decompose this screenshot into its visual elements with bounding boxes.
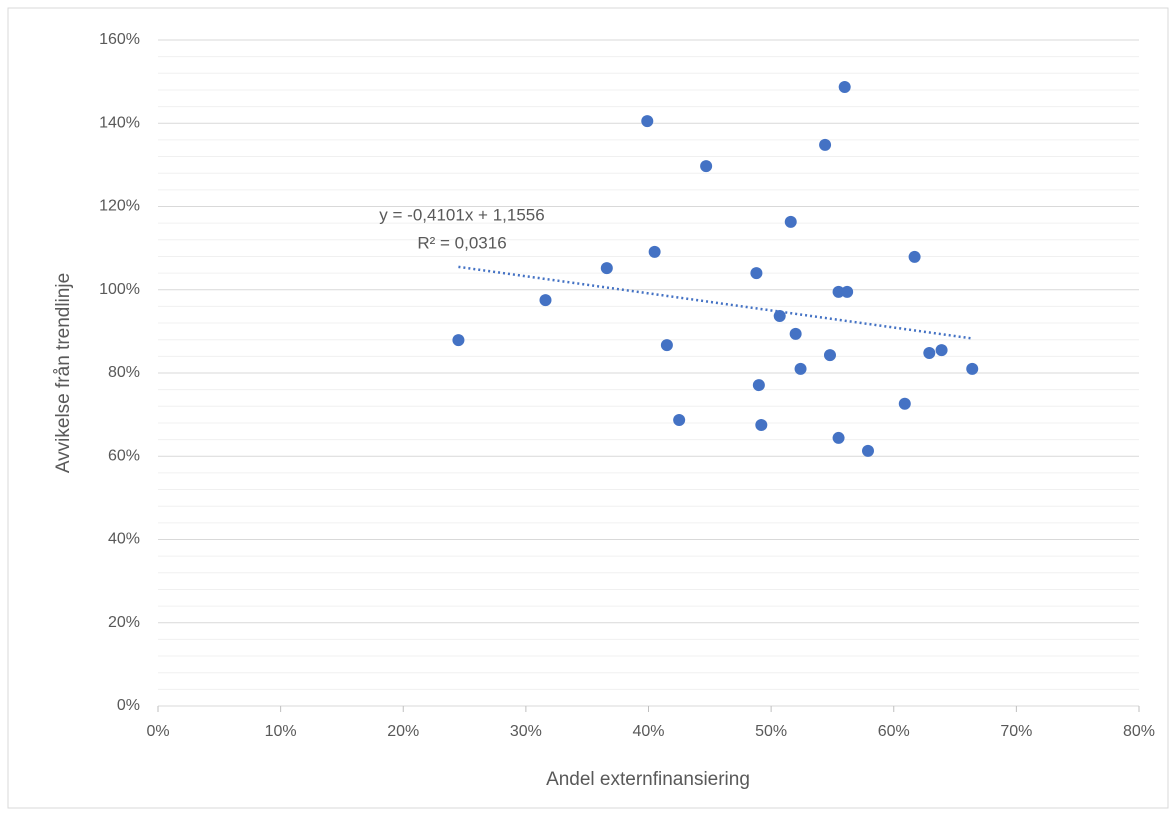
trendline (458, 265, 973, 340)
y-tick-label: 80% (108, 364, 140, 381)
data-point (832, 285, 845, 298)
data-point (935, 344, 948, 357)
data-point (789, 327, 802, 340)
data-point (784, 215, 797, 228)
y-tick-label: 140% (99, 114, 140, 131)
x-tick-label: 60% (878, 723, 910, 740)
data-point (819, 138, 832, 151)
data-point (755, 419, 768, 432)
trendline-equation: y = -0,4101x + 1,1556 (379, 205, 544, 224)
y-tick-label: 120% (99, 198, 140, 215)
trendline-r-squared: R² = 0,0316 (417, 233, 506, 252)
y-axis-title: Avvikelse från trendlinje (53, 273, 74, 473)
data-point (660, 339, 673, 352)
data-point (700, 160, 713, 173)
x-tick-label: 0% (146, 723, 169, 740)
data-point (773, 309, 786, 322)
chart-frame (7, 7, 1169, 809)
data-point (600, 262, 613, 275)
y-tick-label: 0% (117, 697, 140, 714)
y-tick-label: 40% (108, 531, 140, 548)
data-point (861, 444, 874, 457)
x-tick-label: 50% (755, 723, 787, 740)
data-point (923, 347, 936, 360)
x-tick-label: 30% (510, 723, 542, 740)
data-point (838, 81, 851, 94)
data-point (823, 349, 836, 362)
data-point (750, 267, 763, 280)
data-point (794, 362, 807, 375)
y-tick-label: 60% (108, 447, 140, 464)
x-tick-label: 80% (1123, 723, 1155, 740)
y-tick-label: 100% (99, 281, 140, 298)
x-tick-label: 70% (1000, 723, 1032, 740)
data-point (966, 362, 979, 375)
data-point (841, 285, 854, 298)
y-tick-label: 20% (108, 614, 140, 631)
data-point (641, 115, 654, 128)
data-point (452, 334, 465, 347)
y-tick-label: 160% (99, 31, 140, 48)
data-point (898, 397, 911, 410)
x-axis-title: Andel externfinansiering (546, 769, 750, 790)
x-tick-label: 20% (387, 723, 419, 740)
data-point (539, 294, 552, 307)
data-point (832, 431, 845, 444)
data-point (673, 414, 686, 427)
x-tick-label: 10% (265, 723, 297, 740)
data-point (648, 245, 661, 258)
data-point (752, 379, 765, 392)
x-tick-label: 40% (632, 723, 664, 740)
data-point (908, 250, 921, 263)
